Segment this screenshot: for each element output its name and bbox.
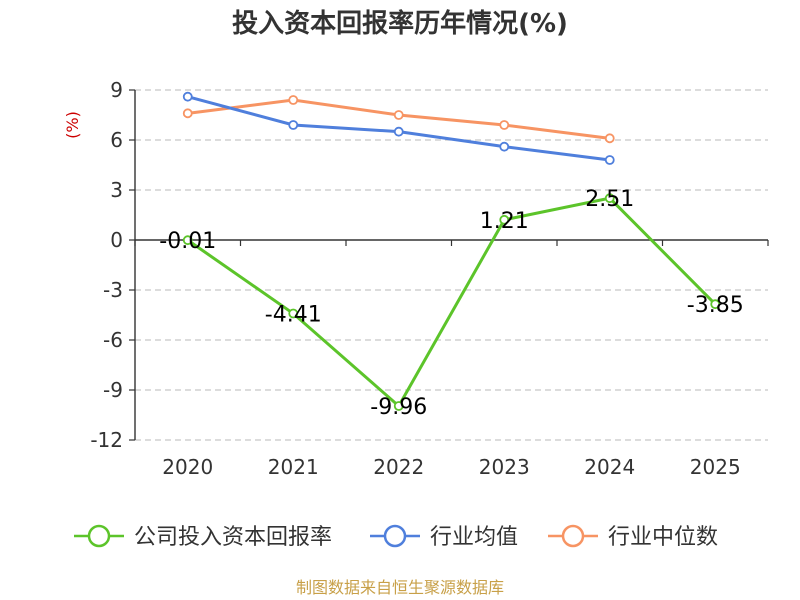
y-tick-label: 9 <box>110 78 123 102</box>
data-point <box>182 235 193 246</box>
y-tick-label: -6 <box>103 328 123 352</box>
x-tick-label: 2021 <box>268 455 319 479</box>
legend-label: 公司投入资本回报率 <box>134 525 332 550</box>
legend-marker <box>87 524 111 548</box>
y-tick-label: 6 <box>110 128 123 152</box>
label-layer: -0.01 -4.41 -9.96 1.21 2.51 -3.85 <box>159 187 743 420</box>
x-tick-label: 2020 <box>162 455 213 479</box>
data-point <box>182 91 193 102</box>
data-point <box>604 193 615 204</box>
data-point <box>604 133 615 144</box>
data-point <box>393 401 404 411</box>
data-point <box>288 120 299 130</box>
data-point <box>604 155 615 165</box>
data-label: -9.96 <box>370 395 427 420</box>
data-point <box>393 110 404 120</box>
data-point <box>499 120 510 130</box>
data-point <box>393 126 404 137</box>
axis-layer: 9 6 3 0 -3 -6 -9 -12 2020 2021 2022 2023 2024 2025 <box>90 78 769 479</box>
x-tick-label: 2025 <box>690 455 741 479</box>
data-point <box>710 299 721 310</box>
data-point <box>499 214 510 225</box>
legend-label: 行业中位数 <box>608 525 718 550</box>
x-tick-label: 2024 <box>584 455 635 479</box>
chart-title: 投入资本回报率历年情况(%) <box>232 8 568 39</box>
data-point <box>288 95 299 105</box>
data-label: 2.51 <box>585 187 634 212</box>
grid-layer <box>135 89 768 441</box>
data-label: 1.21 <box>480 209 529 234</box>
legend-item[interactable]: 行业均值 <box>370 524 518 550</box>
x-tick-label: 2022 <box>373 455 424 479</box>
x-tick-label: 2023 <box>479 455 530 479</box>
source-note: 制图数据来自恒生聚源数据库 <box>296 578 504 597</box>
data-point <box>182 108 193 119</box>
series-layer <box>182 91 721 411</box>
legend-marker <box>383 524 407 548</box>
y-tick-label: -12 <box>90 428 123 452</box>
legend-item[interactable]: 行业中位数 <box>548 524 718 550</box>
y-tick-label: -3 <box>103 278 123 302</box>
y-tick-label: -9 <box>103 378 123 402</box>
y-axis-label: (%) <box>63 111 82 139</box>
data-point <box>288 308 299 319</box>
legend-label: 行业均值 <box>430 525 518 550</box>
y-tick-label: 0 <box>110 228 123 252</box>
data-label: -0.01 <box>159 229 216 254</box>
data-label: -4.41 <box>265 303 322 328</box>
data-label: -3.85 <box>687 293 744 318</box>
y-tick-label: 3 <box>110 178 123 202</box>
legend[interactable]: 公司投入资本回报率 行业均值 行业中位数 <box>74 524 718 550</box>
legend-item[interactable]: 公司投入资本回报率 <box>74 524 332 550</box>
series-line <box>186 196 717 409</box>
data-point <box>499 141 510 152</box>
legend-marker <box>561 524 585 548</box>
